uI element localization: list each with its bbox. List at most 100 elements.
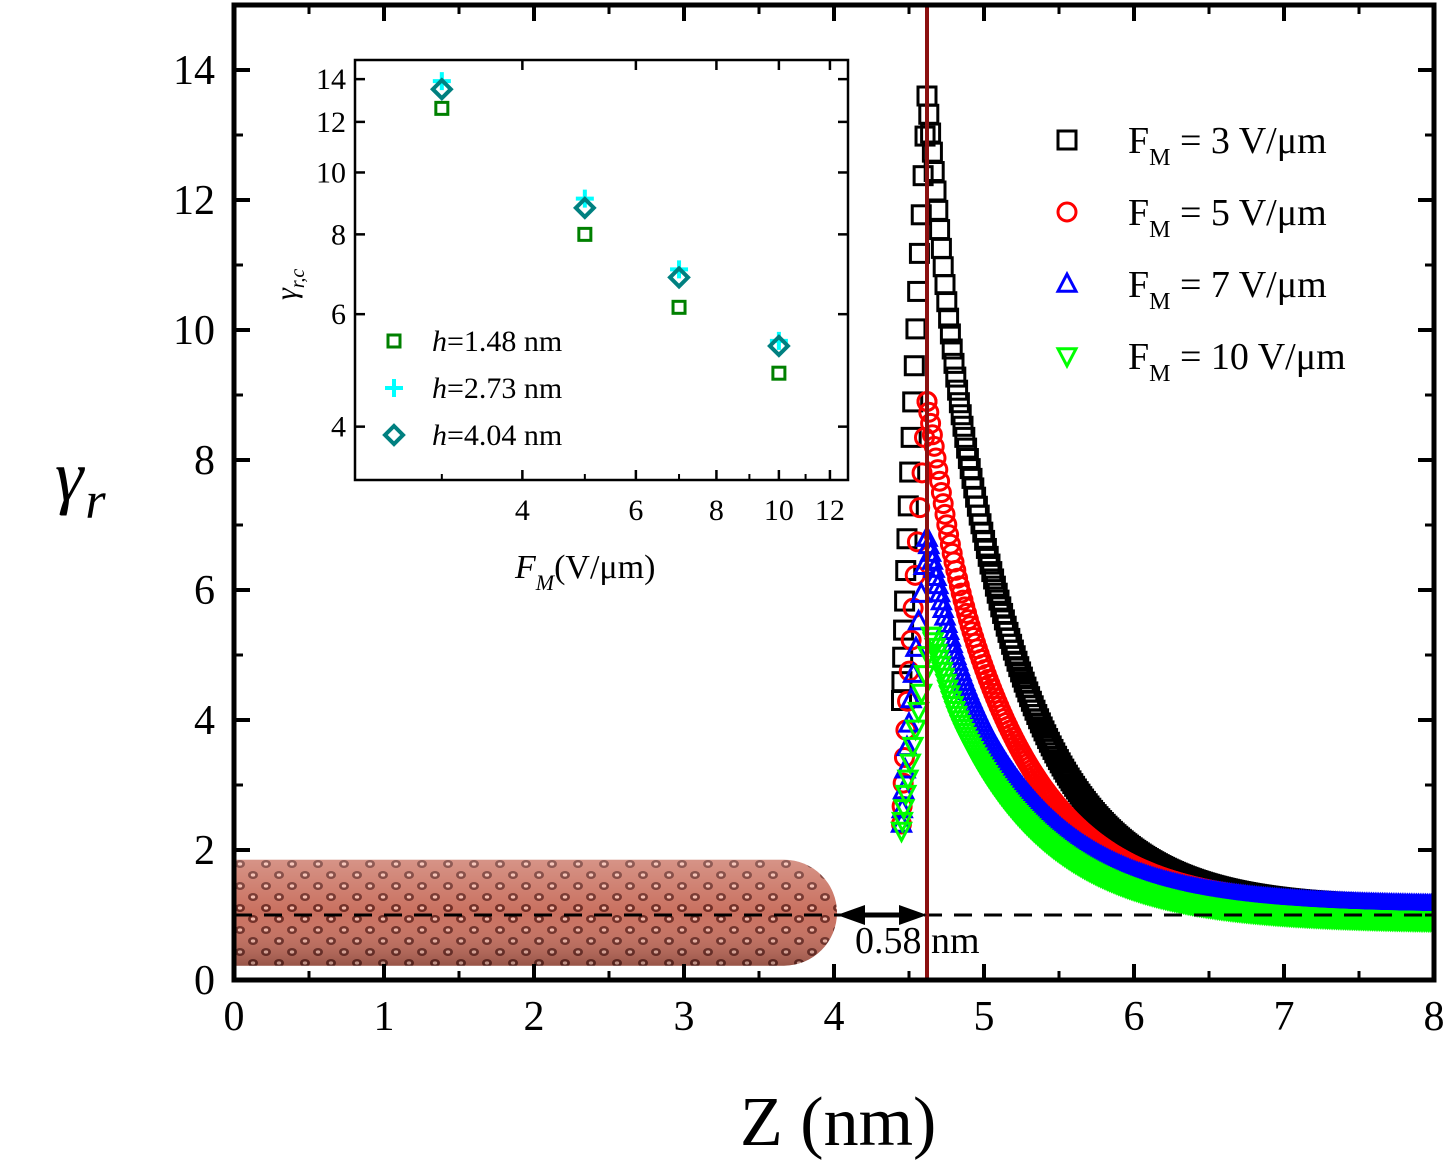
point: [983, 568, 1005, 590]
legend-marker: [1055, 270, 1079, 293]
point: [905, 318, 927, 340]
x-tick-label: 3: [674, 994, 695, 1040]
x-tick-label: 8: [1424, 994, 1445, 1040]
legend-label: FM = 5 V/μm: [1128, 192, 1327, 243]
inset-legend-label: h=4.04 nm: [432, 419, 562, 452]
point: [936, 291, 958, 313]
point: [928, 580, 952, 603]
inset-series-2: [430, 77, 791, 358]
inset-x-tick-label: 8: [709, 494, 724, 527]
y-tick-label: 14: [173, 48, 215, 94]
inset-series-0: [434, 100, 787, 381]
inset-point: [577, 226, 593, 242]
inset-legend-marker: [386, 333, 402, 349]
y-tick-label: 6: [194, 568, 215, 614]
inset-y-tick-label: 4: [331, 411, 346, 444]
point: [896, 528, 918, 550]
point: [911, 462, 933, 484]
y-tick-label: 12: [173, 178, 215, 224]
point: [926, 572, 950, 595]
point: [1424, 911, 1434, 931]
point: [930, 237, 952, 259]
inset-chart: 4 6 8 10 12 4 6 8 10 12 14 FM(V/μm) γr,c h=1.48 nm h=2…: [270, 58, 850, 595]
inset-y-tick-label: 8: [331, 218, 346, 251]
main-series-points: [890, 85, 1434, 934]
y-axis-label: γr: [55, 436, 106, 530]
inset-y-tick-label: 14: [316, 63, 346, 96]
legend-marker: [1056, 201, 1078, 223]
point: [901, 736, 925, 759]
x-tick-label: 7: [1274, 994, 1295, 1040]
inset-x-tick-label: 6: [628, 494, 643, 527]
point: [929, 588, 953, 611]
inset-y-tick-label: 10: [316, 156, 346, 189]
point: [890, 821, 913, 844]
x-tick-label: 4: [824, 994, 845, 1040]
inset-legend-label: h=2.73 nm: [432, 372, 562, 405]
point: [939, 323, 961, 345]
inset-point: [573, 196, 597, 220]
inset-x-tick-label: 10: [764, 494, 794, 527]
point: [900, 426, 922, 448]
point: [903, 355, 925, 377]
point: [938, 307, 960, 329]
inset-y-axis-label: γr,c: [270, 269, 309, 300]
point: [902, 391, 924, 413]
point: [920, 412, 942, 434]
y-tick-label: 8: [194, 438, 215, 484]
x-tick-label: 5: [974, 994, 995, 1040]
legend-label: FM = 7 V/μm: [1128, 264, 1327, 315]
point: [904, 719, 928, 742]
point: [929, 219, 951, 241]
point: [922, 556, 946, 578]
point: [952, 415, 974, 437]
point: [1423, 893, 1434, 915]
y-tick-label: 0: [194, 958, 215, 1004]
x-axis-label: Z (nm): [740, 1084, 936, 1161]
point: [945, 366, 967, 388]
point: [1006, 650, 1028, 672]
point: [950, 404, 972, 426]
inset-point: [771, 365, 787, 381]
inset-point: [767, 334, 791, 358]
point: [986, 582, 1008, 604]
nanotube-shading: [234, 859, 837, 966]
inset-point: [671, 299, 687, 315]
inset-point: [434, 100, 450, 116]
inset-x-tick-label: 12: [815, 494, 845, 527]
point: [935, 611, 959, 633]
gap-annotation: 0.58 nm: [855, 920, 980, 962]
point: [896, 769, 920, 792]
point: [934, 503, 956, 525]
y-tick-label: 2: [194, 828, 215, 874]
point: [932, 493, 954, 515]
point: [941, 338, 963, 360]
x-tick-label: 0: [224, 994, 245, 1040]
point: [984, 575, 1006, 597]
x-tick-label: 2: [524, 994, 545, 1040]
point: [945, 559, 967, 581]
point: [912, 165, 934, 187]
y-tick-label: 10: [173, 308, 215, 354]
inset-legend-marker: [385, 379, 403, 397]
point: [921, 424, 943, 446]
point: [897, 495, 919, 517]
point: [931, 596, 955, 619]
point: [898, 753, 922, 776]
point: [933, 603, 957, 626]
point: [948, 392, 970, 414]
point: [930, 482, 952, 504]
point: [907, 280, 929, 302]
y-tick-label: 4: [194, 698, 215, 744]
point: [929, 470, 951, 492]
point: [954, 426, 976, 448]
inset-legend-marker: [382, 423, 406, 447]
point: [936, 514, 958, 536]
x-tick-label: 1: [374, 994, 395, 1040]
point: [934, 274, 956, 296]
point: [907, 701, 930, 724]
main-legend: FM = 3 V/μm FM = 5 V/μm FM = 7 V/μm FM = 10…: [1055, 120, 1346, 387]
point: [981, 561, 1003, 583]
